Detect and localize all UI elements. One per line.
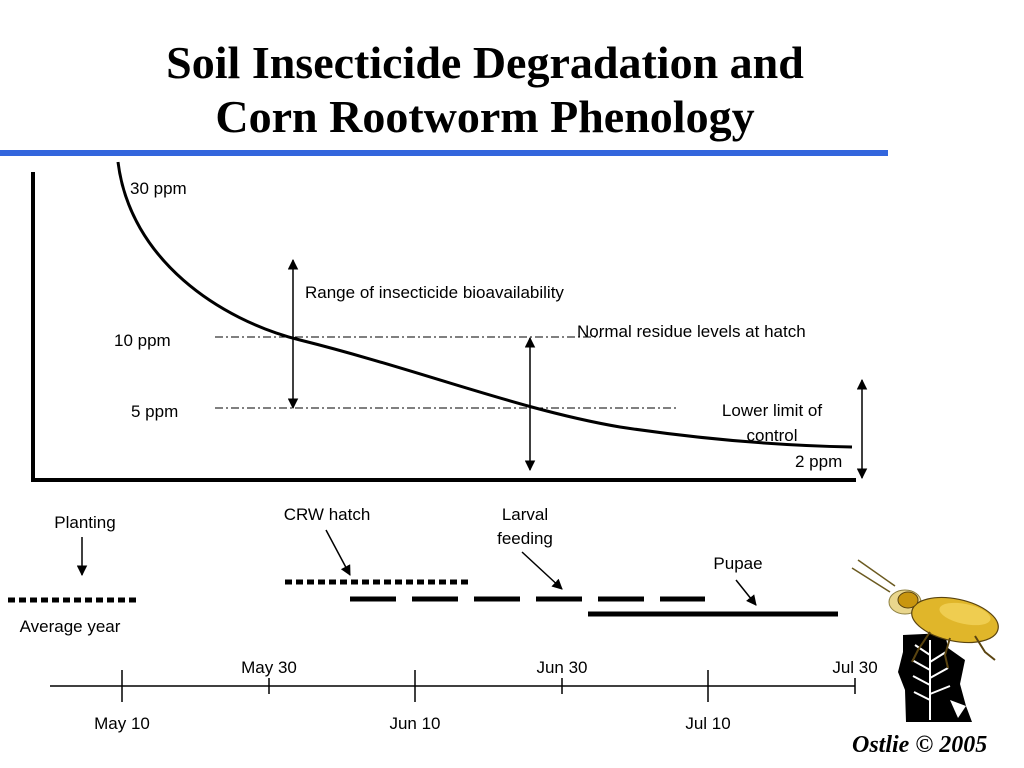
timeline-label-jul-30: Jul 30	[832, 658, 877, 677]
label-5ppm: 5 ppm	[131, 402, 178, 421]
minnesota-map-icon	[898, 633, 972, 722]
timeline-label-jul-10: Jul 10	[685, 714, 730, 733]
larval-feeding-label-line1: Larval	[502, 505, 548, 524]
label-30ppm: 30 ppm	[130, 179, 187, 198]
title-underline	[0, 150, 888, 156]
normal-residue-label: Normal residue levels at hatch	[577, 322, 806, 341]
larval-feeding-arrow	[521, 551, 563, 590]
timeline-label-may-30: May 30	[241, 658, 297, 677]
timeline-label-may-10: May 10	[94, 714, 150, 733]
title-line-1: Soil Insecticide Degradation and	[166, 37, 804, 88]
degradation-curve	[116, 161, 853, 449]
planting-label: Planting	[54, 513, 115, 532]
corn-rootworm-beetle-icon	[851, 559, 999, 669]
crw-hatch-arrow	[325, 529, 351, 576]
timeline-label-jun-10: Jun 10	[389, 714, 440, 733]
pupae-label: Pupae	[713, 554, 762, 573]
label-2ppm: 2 ppm	[795, 452, 842, 471]
larval-feeding-label-line2: feeding	[497, 529, 553, 548]
lower-limit-label-line1: Lower limit of	[722, 401, 822, 420]
timeline-label-jun-30: Jun 30	[536, 658, 587, 677]
range-label: Range of insecticide bioavailability	[305, 283, 564, 302]
lower-limit-label-line2: control	[746, 426, 797, 445]
timeline-ticks	[121, 670, 856, 702]
average-year-label: Average year	[20, 617, 121, 636]
title-line-2: Corn Rootworm Phenology	[215, 91, 755, 142]
copyright-credit: Ostlie © 2005	[852, 732, 988, 758]
label-10ppm: 10 ppm	[114, 331, 171, 350]
crw-hatch-label: CRW hatch	[284, 505, 371, 524]
pupae-arrow	[735, 579, 757, 606]
slide-title: Soil Insecticide Degradation and Corn Ro…	[0, 36, 970, 144]
